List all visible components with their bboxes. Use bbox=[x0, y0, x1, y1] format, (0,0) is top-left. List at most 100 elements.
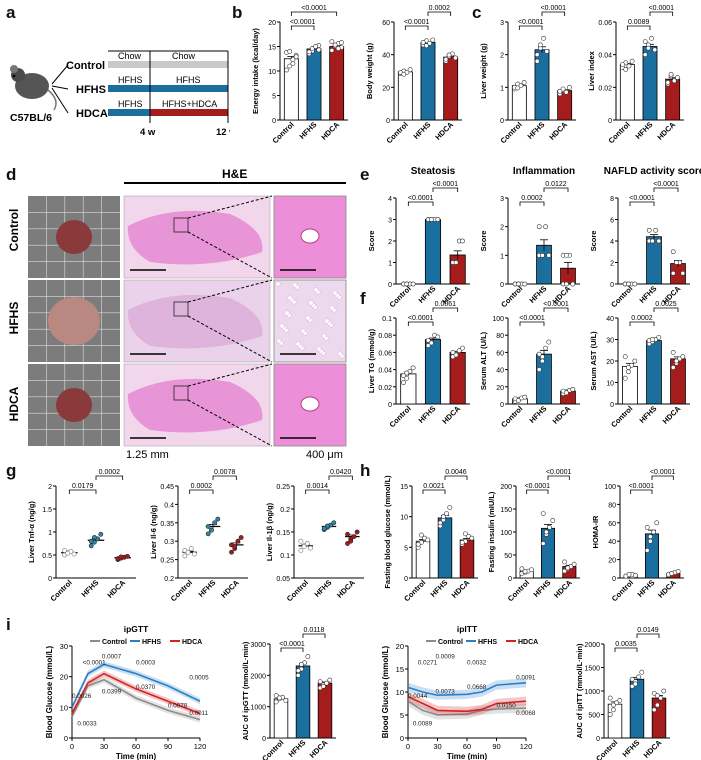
significance-bracket bbox=[518, 25, 543, 30]
p-value-label: 0.0420 bbox=[330, 469, 352, 476]
panel-letter-f: f bbox=[360, 289, 366, 308]
y-tick-label: 5 bbox=[404, 545, 408, 552]
data-point bbox=[563, 89, 569, 95]
y-tick-label: 500 bbox=[588, 713, 600, 720]
x-tick-label: HFHS bbox=[80, 578, 101, 599]
data-point bbox=[304, 541, 310, 546]
data-point bbox=[636, 674, 641, 680]
y-tick-label: 0.2 bbox=[280, 507, 290, 514]
chart-i1: 0 10 20 30 0 30 60 90 120 Time (min) Blood Glucose… bbox=[45, 624, 209, 760]
data-point bbox=[521, 80, 527, 85]
p-value-label: 0.0021 bbox=[423, 483, 445, 490]
legend-label: Control bbox=[102, 639, 127, 646]
y-tick-label: 1500 bbox=[584, 666, 600, 673]
x-tick-label: 30 bbox=[433, 742, 441, 751]
y-tick-label: 0 bbox=[48, 576, 52, 583]
data-point bbox=[546, 339, 552, 345]
y-tick-label: 15 bbox=[396, 665, 404, 674]
data-point bbox=[295, 672, 301, 678]
data-point bbox=[654, 520, 660, 526]
p-value-label: 0.0002 bbox=[521, 195, 543, 202]
data-point bbox=[92, 535, 97, 540]
significance-bracket bbox=[519, 321, 545, 326]
data-point bbox=[404, 375, 410, 381]
data-point bbox=[519, 566, 525, 572]
hdca-seg1-label: HFHS bbox=[118, 99, 143, 109]
y-tick-label: 0.15 bbox=[276, 530, 290, 537]
data-point bbox=[435, 334, 441, 340]
bar-hdca bbox=[317, 682, 333, 739]
x-tick-label: HDCA bbox=[656, 578, 678, 600]
tissue-section bbox=[127, 378, 263, 433]
control-seg2-label: Chow bbox=[172, 51, 196, 61]
data-point bbox=[453, 55, 458, 61]
lipid-droplet bbox=[275, 281, 281, 287]
data-point bbox=[669, 571, 675, 576]
y-axis-label: Body weight (g) bbox=[365, 42, 374, 99]
data-point bbox=[469, 535, 475, 541]
data-point bbox=[646, 227, 652, 233]
data-point bbox=[632, 358, 638, 364]
data-point bbox=[661, 688, 667, 694]
data-point bbox=[316, 47, 322, 53]
bar-hfhs bbox=[536, 244, 552, 285]
data-point bbox=[546, 252, 552, 258]
significance-bracket bbox=[519, 201, 545, 206]
p-value-label: 0.0122 bbox=[545, 181, 567, 188]
p-value-label: 0.0035 bbox=[615, 641, 637, 648]
data-point bbox=[522, 569, 528, 574]
y-tick-label: 0 bbox=[500, 402, 504, 409]
zoom-guide-line bbox=[187, 363, 273, 387]
data-point bbox=[564, 252, 569, 258]
data-point bbox=[208, 527, 214, 533]
x-axis-label: Time (min) bbox=[447, 752, 488, 760]
tissue-section bbox=[127, 294, 263, 349]
lipid-droplet bbox=[321, 333, 327, 339]
data-point bbox=[652, 47, 658, 53]
data-point bbox=[674, 260, 679, 265]
y-tick-label: 1 bbox=[388, 261, 392, 268]
lipid-droplet bbox=[287, 295, 293, 301]
y-tick-label: 10 bbox=[606, 381, 614, 388]
data-point bbox=[273, 693, 279, 699]
data-point bbox=[401, 71, 407, 77]
significance-bracket bbox=[629, 321, 655, 326]
data-point bbox=[626, 369, 631, 375]
data-point bbox=[450, 349, 456, 355]
y-tick-label: 20 bbox=[608, 558, 616, 565]
data-point bbox=[668, 71, 674, 77]
data-point bbox=[305, 654, 311, 659]
legend-label: HFHS bbox=[142, 639, 161, 646]
significance-bracket bbox=[653, 307, 679, 312]
y-tick-label: 0.04 bbox=[378, 368, 392, 375]
data-point bbox=[332, 42, 338, 48]
histology-panel: H&E Control HFHS HDCA 1.25 mm 400 μm bbox=[7, 168, 347, 460]
lipid-droplet bbox=[337, 351, 343, 357]
lipid-droplet bbox=[308, 300, 314, 306]
data-point bbox=[626, 281, 631, 287]
x-tick-label: HFHS bbox=[298, 120, 319, 141]
x-tick-label: HDCA bbox=[433, 120, 455, 142]
significance-bracket bbox=[407, 321, 434, 326]
x-tick-label: HFHS bbox=[429, 578, 450, 599]
x-tick-label: HDCA bbox=[551, 404, 573, 426]
data-point bbox=[680, 354, 686, 360]
p-value-annotation: 0.0009 bbox=[436, 653, 456, 660]
y-tick-label: 0 bbox=[610, 402, 614, 409]
data-point bbox=[335, 46, 341, 51]
data-point bbox=[557, 88, 563, 94]
y-tick-label: 5 bbox=[400, 711, 404, 720]
week4-label: 4 w bbox=[140, 127, 156, 138]
data-point bbox=[71, 551, 77, 557]
bar-hdca bbox=[449, 351, 466, 405]
bar-hfhs bbox=[642, 46, 658, 121]
data-point bbox=[653, 227, 658, 233]
y-tick-label: 200 bbox=[500, 484, 512, 491]
